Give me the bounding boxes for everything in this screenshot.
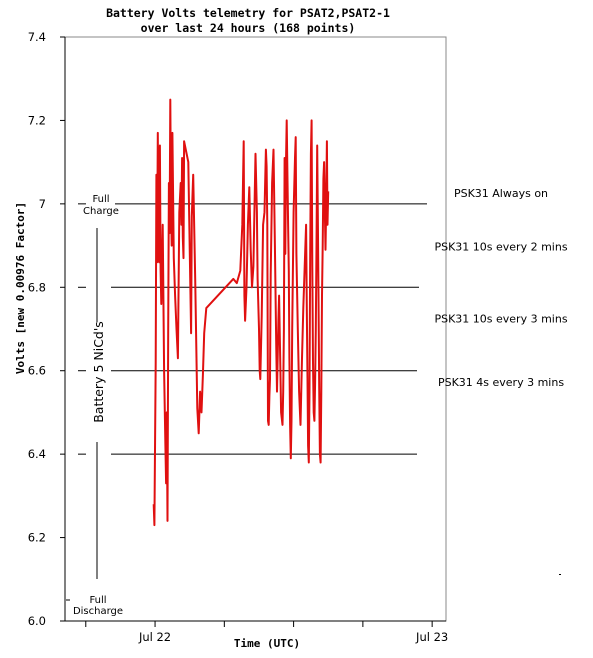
y-tick-label-1: 6.2 [28,531,46,545]
battery-label: Battery 5 NiCd's [91,321,106,423]
plot-frame [64,36,447,622]
y-tick-label-7: 7.4 [28,30,46,44]
series-line-0 [152,98,330,527]
level-right-label-2: PSK31 10s every 3 mins [434,313,567,326]
y-ticks: 6.0 6.2 6.4 6.6 6.8 7 7.2 7.4 [28,30,65,628]
level-right-label-1: PSK31 10s every 2 mins [434,240,567,253]
level-right-label-0: PSK31 Always on [454,187,548,200]
y-tick-label-6: 7.2 [28,113,46,127]
full-discharge-line-0: Full [89,595,106,606]
y-axis-label: Volts [new 0.00976 Factor] [14,202,27,374]
x-axis-label: Time (UTC) [234,637,300,650]
chart-subtitle: over last 24 hours (168 points) [141,21,356,35]
y-tick-label-3: 6.6 [28,364,46,378]
y-tick-label-4: 6.8 [28,280,46,294]
chart-title: Battery Volts telemetry for PSAT2,PSAT2-… [106,6,390,20]
level-left-label-0-0: Full [92,194,109,205]
y-tick-label-5: 7 [39,197,46,211]
full-discharge-line-1: Discharge [73,606,123,617]
y-tick-label-2: 6.4 [28,447,46,461]
battery-annotation: Battery 5 NiCd's [91,228,106,579]
level-left-label-0-1: Charge [83,206,119,217]
y-tick-label-0: 6.0 [28,614,46,628]
stray-mark [559,574,561,575]
x-tick-label-0: Jul 22 [138,630,171,644]
series-layer [152,98,330,527]
x-ticks: Jul 22 Jul 23 [85,621,448,644]
level-right-label-3: PSK31 4s every 3 mins [438,376,564,389]
x-tick-label-1: Jul 23 [415,630,448,644]
